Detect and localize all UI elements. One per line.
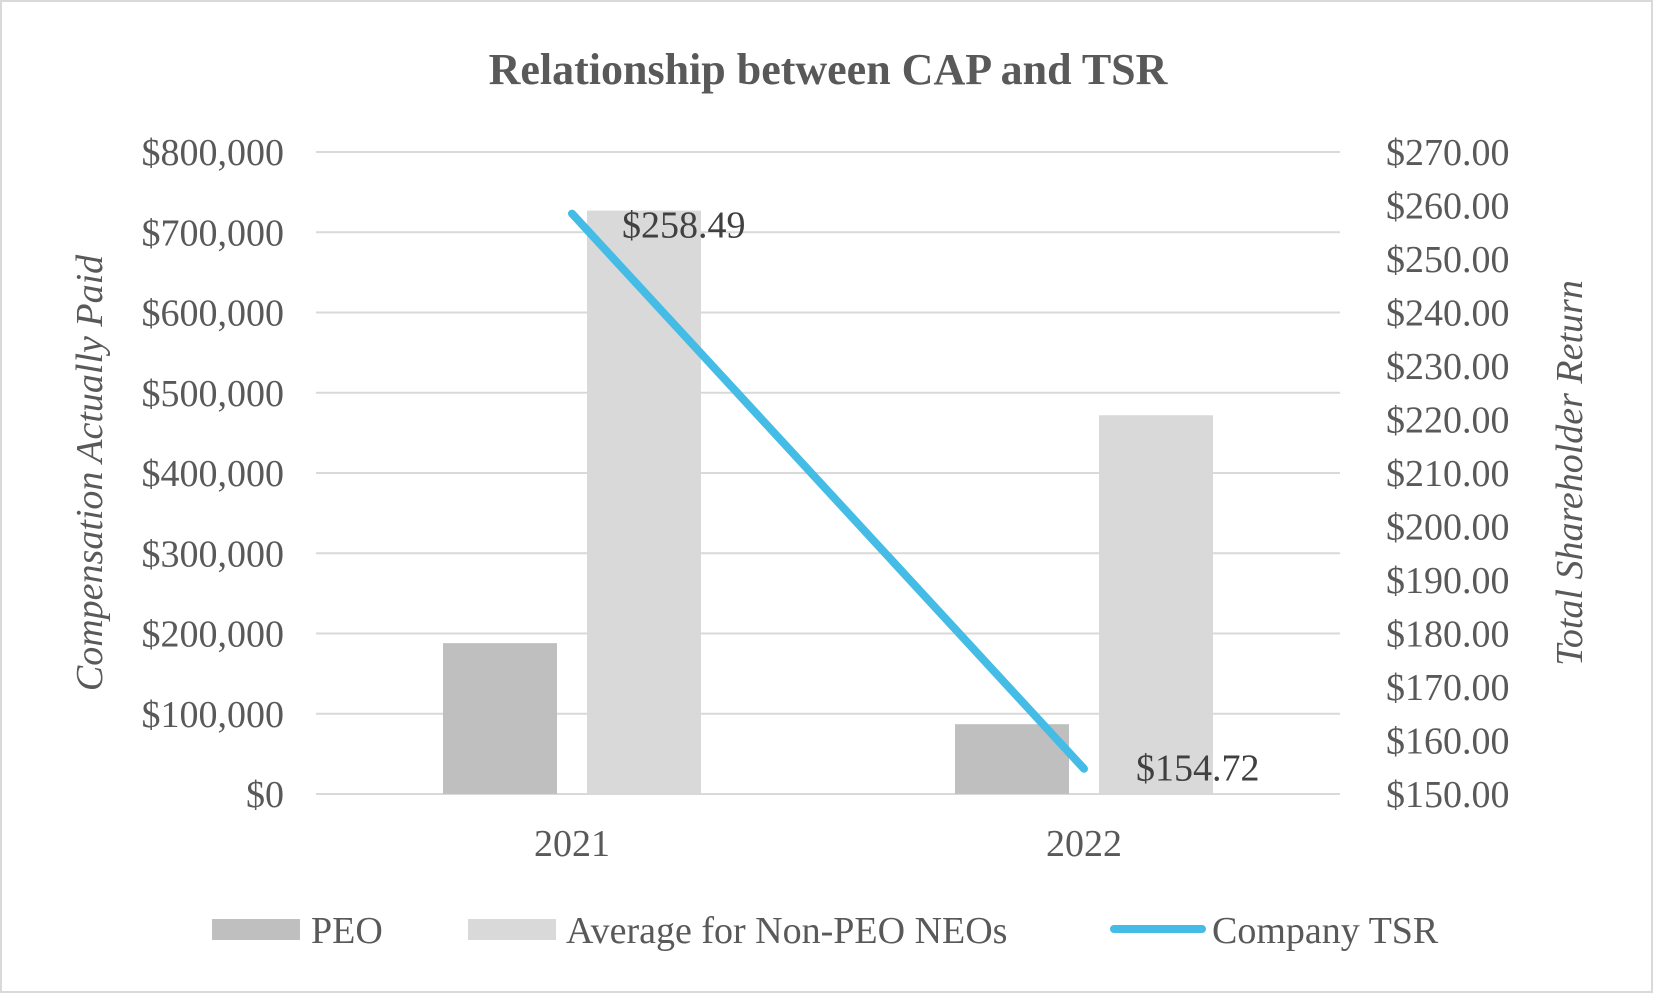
right-tick-label: $260.00 (1386, 186, 1510, 228)
left-tick-label: $300,000 (142, 533, 285, 575)
x-axis-ticks: 2021 2022 (534, 823, 1122, 865)
left-axis-ticks: $0 $100,000 $200,000 $300,000 $400,000 $500,0… (142, 132, 285, 816)
right-axis-title: Total Shareholder Return (1549, 280, 1591, 666)
right-tick-label: $220.00 (1386, 400, 1510, 442)
right-tick-label: $190.00 (1386, 560, 1510, 602)
bars (443, 211, 1213, 794)
legend-non-peo-neos-label: Average for Non-PEO NEOs (566, 910, 1007, 952)
tsr-data-label: $258.49 (622, 205, 746, 247)
left-tick-label: $0 (246, 774, 284, 816)
left-tick-label: $600,000 (142, 293, 285, 335)
chart-title: Relationship between CAP and TSR (489, 45, 1169, 94)
right-tick-label: $170.00 (1386, 667, 1510, 709)
legend-non-peo-neos-swatch (468, 919, 556, 940)
right-tick-label: $240.00 (1386, 293, 1510, 335)
right-tick-label: $160.00 (1386, 721, 1510, 763)
bar-peo-2021 (443, 643, 557, 794)
bar-non-peo-neos-2022 (1099, 415, 1213, 794)
legend-peo-label: PEO (311, 910, 383, 952)
left-tick-label: $100,000 (142, 694, 285, 736)
left-axis-title: Compensation Actually Paid (69, 254, 111, 691)
left-tick-label: $700,000 (142, 212, 285, 254)
left-tick-label: $800,000 (142, 132, 285, 174)
right-tick-label: $210.00 (1386, 453, 1510, 495)
right-tick-label: $200.00 (1386, 507, 1510, 549)
right-tick-label: $180.00 (1386, 614, 1510, 656)
right-tick-label: $250.00 (1386, 239, 1510, 281)
tsr-data-label: $154.72 (1136, 748, 1260, 790)
x-tick-label: 2022 (1046, 823, 1122, 865)
left-tick-label: $500,000 (142, 373, 285, 415)
legend-company-tsr-label: Company TSR (1212, 910, 1439, 952)
legend: PEO Average for Non-PEO NEOs Company TSR (212, 910, 1439, 952)
bar-non-peo-neos-2021 (587, 211, 701, 794)
x-tick-label: 2021 (534, 823, 610, 865)
left-tick-label: $200,000 (142, 614, 285, 656)
right-tick-label: $270.00 (1386, 132, 1510, 174)
legend-peo-swatch (212, 919, 300, 940)
right-tick-label: $150.00 (1386, 774, 1510, 816)
right-axis-ticks: $150.00 $160.00 $170.00 $180.00 $190.00 $200.… (1386, 132, 1510, 816)
left-tick-label: $400,000 (142, 453, 285, 495)
right-tick-label: $230.00 (1386, 346, 1510, 388)
